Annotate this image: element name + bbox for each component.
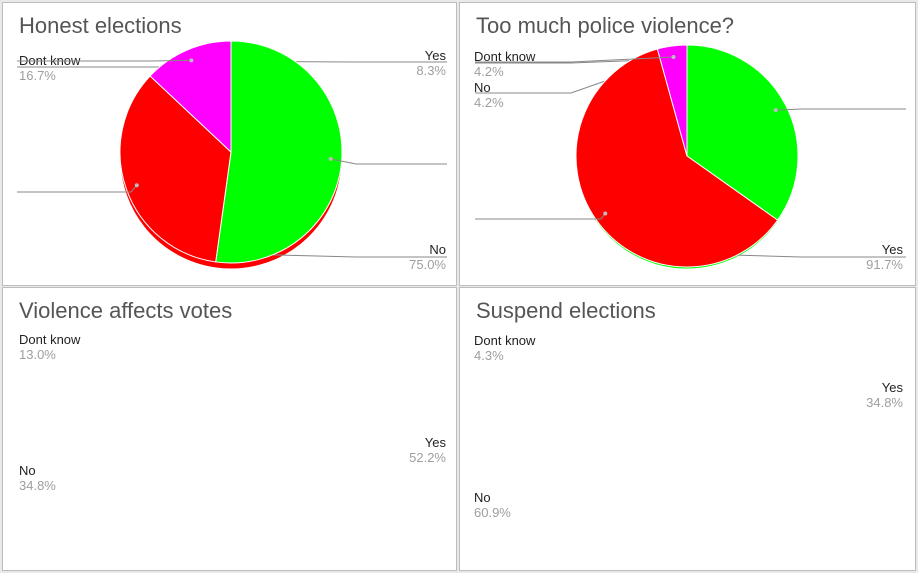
slice-percent: 8.3% — [416, 63, 446, 78]
slice-label-no: No 75.0% — [409, 242, 446, 272]
pie-chart — [475, 44, 906, 268]
slice-name: Dont know — [474, 333, 536, 348]
chart-title: Too much police violence? — [476, 13, 735, 38]
pie-slice-dont-know — [656, 44, 688, 157]
leader-dot — [328, 156, 333, 161]
leader-line — [713, 253, 906, 258]
slice-label-yes: Yes 8.3% — [416, 48, 446, 78]
slice-name: Yes — [881, 242, 903, 257]
slice-name: Yes — [881, 380, 903, 395]
chart-title: Honest elections — [19, 13, 182, 38]
pie-slice-no — [119, 75, 232, 263]
chart-title: Suspend elections — [476, 298, 656, 323]
slice-percent: 91.7% — [866, 257, 903, 272]
slice-name: Yes — [424, 435, 446, 450]
slice-name: No — [19, 463, 36, 478]
slice-percent: 34.8% — [866, 395, 903, 410]
slice-label-yes: Yes 34.8% — [866, 380, 903, 410]
slice-name: No — [474, 490, 491, 505]
slice-percent: 13.0% — [19, 347, 56, 362]
slice-percent: 4.2% — [474, 95, 504, 110]
slice-label-no: No 34.8% — [19, 463, 56, 493]
leader-line — [17, 59, 192, 62]
chart-panel-suspend-elections: Suspend elections Yes 34.8% No 60.9% Don… — [459, 44, 916, 571]
slice-label-dont-know: Dont know 13.0% — [19, 332, 80, 362]
slice-name: Dont know — [474, 49, 536, 64]
leader-line — [330, 158, 447, 165]
slice-label-yes: Yes 52.2% — [409, 435, 446, 465]
slice-label-dont-know: Dont know 16.7% — [19, 53, 80, 83]
slice-label-yes: Yes 91.7% — [866, 242, 903, 272]
slice-name: Yes — [424, 48, 446, 63]
slice-label-dont-know: Dont know 4.3% — [474, 333, 535, 363]
slice-percent: 16.7% — [19, 68, 56, 83]
leader-line — [475, 213, 606, 220]
leader-dot — [773, 108, 778, 113]
chart-title: Violence affects votes — [19, 298, 233, 323]
leader-dot — [671, 55, 676, 60]
pie-slice-dont-know — [149, 40, 232, 154]
slice-percent: 34.8% — [19, 478, 56, 493]
leader-line — [475, 56, 674, 63]
slice-name: Dont know — [19, 332, 81, 347]
slice-name: No — [474, 80, 491, 95]
leader-dot — [134, 183, 139, 188]
slice-percent: 4.2% — [474, 64, 504, 79]
chart-panel-violence-affects-votes: Violence affects votes Yes 52.2% No 34.8… — [2, 40, 457, 571]
slice-label-no: No 4.2% — [474, 80, 504, 110]
slice-name: Dont know — [19, 53, 81, 68]
slice-name: No — [429, 242, 446, 257]
slice-percent: 75.0% — [409, 257, 446, 272]
pie-chart — [17, 40, 447, 264]
slice-percent: 4.3% — [474, 348, 504, 363]
leader-dot — [189, 58, 194, 63]
slice-label-dont-know: Dont know 4.2% — [474, 49, 535, 79]
pie-slice-no — [575, 48, 779, 268]
pie-slice-yes — [686, 44, 799, 221]
leader-line — [775, 108, 906, 111]
pie-slice-yes — [215, 40, 343, 264]
leader-line — [257, 253, 447, 258]
slice-label-no: No 60.9% — [474, 490, 511, 520]
leader-dot — [603, 211, 608, 216]
slice-percent: 52.2% — [409, 450, 446, 465]
leader-line — [17, 184, 138, 193]
slice-percent: 60.9% — [474, 505, 511, 520]
